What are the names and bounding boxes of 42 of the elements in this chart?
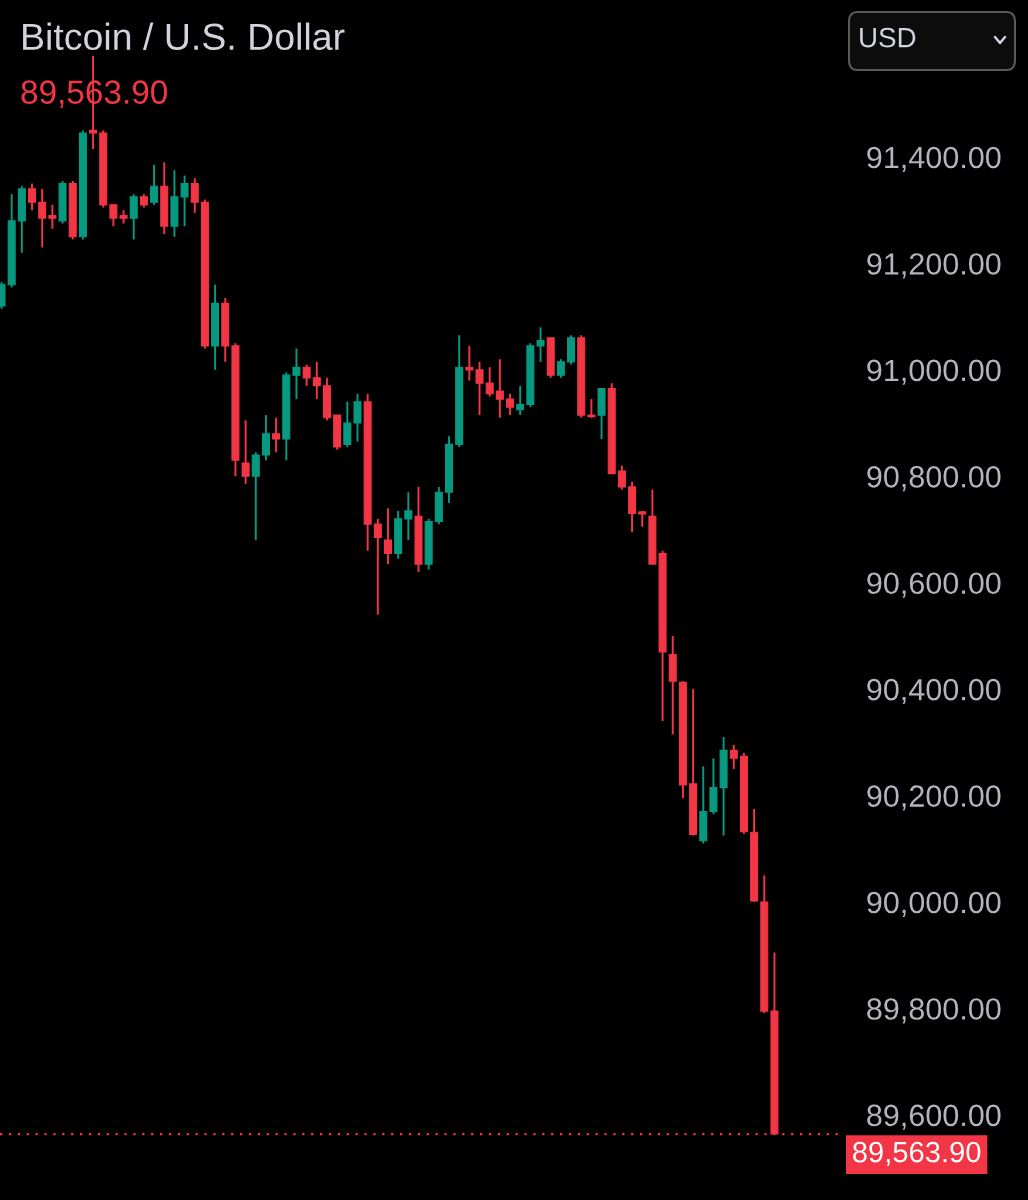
candlestick <box>48 203 57 230</box>
candlestick <box>556 358 565 379</box>
y-tick-label: 90,800.00 <box>867 466 1001 492</box>
y-tick-label: 90,600.00 <box>867 572 1001 598</box>
candlestick <box>404 491 413 542</box>
y-tick-label: 91,200.00 <box>867 253 1001 279</box>
candlestick <box>190 177 199 214</box>
candlestick <box>150 164 159 206</box>
y-tick-label: 90,000.00 <box>867 891 1001 917</box>
text: USD <box>860 27 916 48</box>
candlestick <box>251 451 260 542</box>
candlestick <box>312 360 321 401</box>
candlestick <box>383 507 392 566</box>
candlestick <box>729 744 738 770</box>
candlestick <box>129 193 138 241</box>
y-tick-label: 89,800.00 <box>867 998 1001 1024</box>
candlestick <box>272 416 281 454</box>
y-tick-label: 89,600.00 <box>867 1104 1001 1130</box>
y-tick-label: 91,400.00 <box>867 146 1001 172</box>
chart-title: Bitcoin / U.S. Dollar <box>23 22 345 51</box>
candlestick <box>38 187 47 249</box>
candlestick <box>516 384 525 417</box>
candlestick <box>353 392 362 443</box>
candlestick <box>485 366 494 398</box>
candlestick <box>587 398 596 419</box>
ref-line-label: 89,563.90 <box>853 1141 981 1166</box>
candlestick <box>302 363 311 387</box>
candlestick <box>343 400 352 448</box>
candlestick <box>506 392 515 417</box>
candlestick <box>475 360 484 417</box>
y-tick-label: 91,000.00 <box>867 359 1001 385</box>
candlestick <box>28 182 37 212</box>
candlestick <box>292 347 301 401</box>
candlestick <box>261 414 270 462</box>
y-tick-label: 90,400.00 <box>867 678 1001 705</box>
candlestick <box>536 326 545 363</box>
candlestick <box>373 517 382 616</box>
candlestick <box>567 334 576 366</box>
candlestick <box>241 419 250 486</box>
y-tick-label: 90,200.00 <box>867 785 1001 811</box>
candlestick <box>617 464 626 491</box>
candlestick <box>495 358 504 419</box>
